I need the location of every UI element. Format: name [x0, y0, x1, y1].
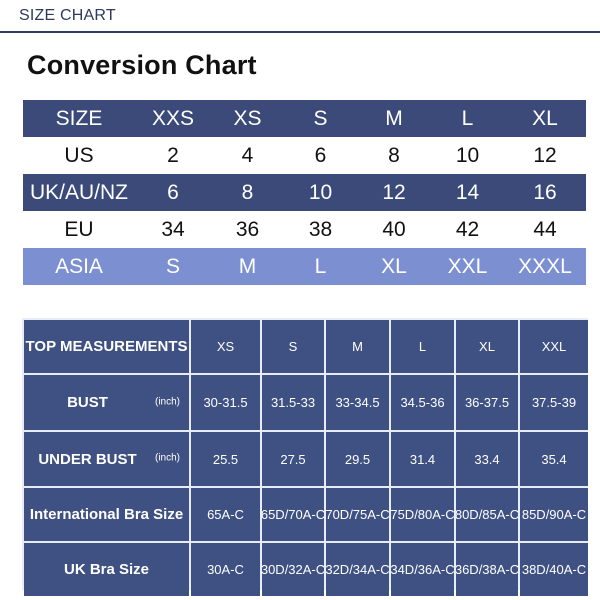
row-label: EU: [64, 217, 94, 241]
cell: XXXL: [518, 254, 572, 278]
cell: XXL: [447, 254, 488, 278]
cell: 65D/70A-C: [262, 488, 324, 541]
size-header: XXL: [520, 320, 588, 373]
cell: 75D/80A-C: [391, 488, 454, 541]
cell: 34.5-36: [391, 375, 454, 430]
cell: 10: [308, 180, 333, 204]
unit-label: (inch): [154, 452, 180, 464]
cell: 31.4: [391, 432, 454, 486]
cell: 4: [241, 143, 254, 167]
row-label-uk-bra-size: UK Bra Size: [24, 543, 189, 596]
row-label: SIZE: [55, 106, 103, 130]
cell: XL: [532, 106, 558, 130]
header-title: SIZE CHART: [19, 7, 116, 24]
cell: 6: [167, 180, 179, 204]
cell: 34D/36A-C: [391, 543, 454, 596]
cell: XL: [381, 254, 407, 278]
unit-label: (inch): [154, 395, 180, 407]
conversion-row-asia: ASIA S M L XL XXL XXXL: [23, 248, 586, 285]
cell: 30A-C: [191, 543, 260, 596]
cell: S: [165, 254, 180, 278]
row-label-bust: BUST (inch): [24, 375, 189, 430]
cell: M: [385, 106, 403, 130]
cell: XS: [233, 106, 262, 130]
cell: 2: [167, 143, 179, 167]
cell: 27.5: [262, 432, 324, 486]
cell: 36: [235, 217, 260, 241]
cell: 65A-C: [191, 488, 260, 541]
row-label-international-bra-size: International Bra Size: [24, 488, 189, 541]
cell: 8: [388, 143, 400, 167]
cell: 80D/85A-C: [456, 488, 518, 541]
cell: 42: [455, 217, 480, 241]
cell: XXS: [151, 106, 195, 130]
cell: 25.5: [191, 432, 260, 486]
row-label: ASIA: [55, 254, 103, 278]
cell: 30-31.5: [191, 375, 260, 430]
cell: L: [314, 254, 327, 278]
cell: 33-34.5: [326, 375, 389, 430]
cell: 35.4: [520, 432, 588, 486]
cell: 12: [533, 143, 557, 167]
cell: 36-37.5: [456, 375, 518, 430]
cell: 6: [314, 143, 327, 167]
header-bar: SIZE CHART: [0, 0, 600, 33]
cell: 37.5-39: [520, 375, 588, 430]
size-header: XL: [456, 320, 518, 373]
conversion-row-eu: EU 34 36 38 40 42 44: [23, 211, 586, 248]
row-label-text: BUST: [67, 394, 108, 411]
cell: 29.5: [326, 432, 389, 486]
cell: 10: [455, 143, 480, 167]
cell: L: [461, 106, 474, 130]
cell: 30D/32A-C: [262, 543, 324, 596]
cell: 14: [455, 180, 480, 204]
cell: S: [313, 106, 328, 130]
cell: 34: [161, 217, 185, 241]
cell: 36D/38A-C: [456, 543, 518, 596]
cell: 70D/75A-C: [326, 488, 389, 541]
measurements-header-label: TOP MEASUREMENTS: [24, 320, 189, 373]
cell: M: [238, 254, 257, 278]
row-label-text: UNDER BUST: [38, 450, 137, 468]
row-label-under-bust: UNDER BUST (inch): [24, 432, 189, 486]
conversion-table: SIZE XXS XS S M L XL US 2 4 6 8 10 12 UK…: [23, 100, 586, 285]
measurements-table: TOP MEASUREMENTS XS S M L XL XXL BUST (i…: [22, 318, 588, 596]
cell: 8: [241, 180, 254, 204]
row-label: UK/AU/NZ: [29, 180, 128, 204]
cell: 33.4: [456, 432, 518, 486]
cell: 12: [382, 180, 406, 204]
size-header: L: [391, 320, 454, 373]
cell: 40: [382, 217, 406, 241]
size-header: M: [326, 320, 389, 373]
cell: 32D/34A-C: [326, 543, 389, 596]
cell: 16: [533, 180, 557, 204]
cell: 85D/90A-C: [520, 488, 588, 541]
cell: 31.5-33: [262, 375, 324, 430]
size-header: XS: [191, 320, 260, 373]
conversion-row-us: US 2 4 6 8 10 12: [23, 137, 586, 174]
cell: 38: [308, 217, 333, 241]
cell: 44: [533, 217, 557, 241]
conversion-row-uk: UK/AU/NZ 6 8 10 12 14 16: [23, 174, 586, 211]
cell: 38D/40A-C: [520, 543, 588, 596]
page-title: Conversion Chart: [27, 50, 257, 80]
row-label: US: [64, 143, 94, 167]
size-header: S: [262, 320, 324, 373]
conversion-row-size: SIZE XXS XS S M L XL: [23, 100, 586, 137]
